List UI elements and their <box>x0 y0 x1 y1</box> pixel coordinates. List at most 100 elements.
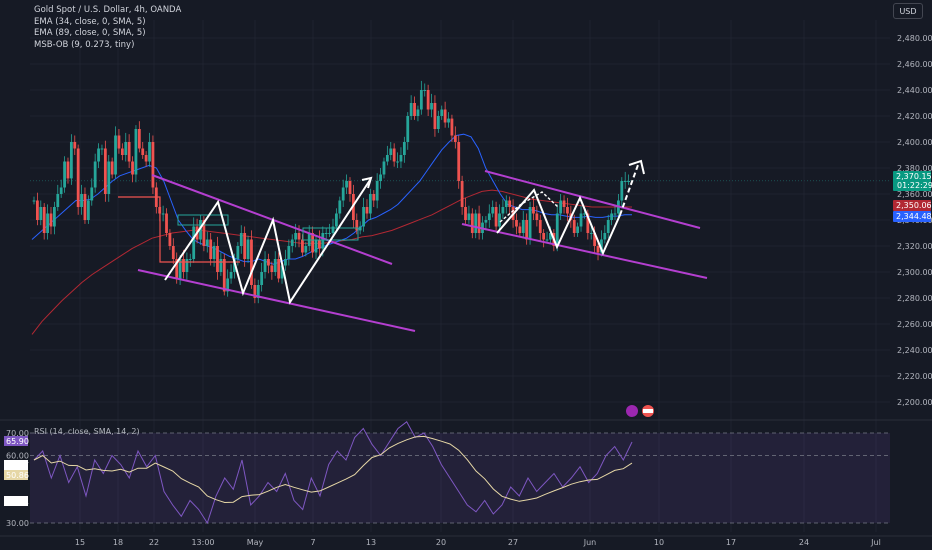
candle-body <box>538 220 542 233</box>
candle-body <box>457 142 461 181</box>
candle-body <box>620 181 624 201</box>
rsi-badge <box>4 436 28 446</box>
candle-body <box>284 259 287 266</box>
time-tick-label: 13 <box>366 538 376 547</box>
candle-body <box>66 161 70 179</box>
candle-body <box>603 233 607 240</box>
time-axis[interactable]: 15 18 22 13:00 May 7 13 20 27 Jun 10 17 24 Jul <box>0 535 932 547</box>
time-tick-label: 10 <box>654 538 664 547</box>
candle-body <box>348 181 352 194</box>
candle-body <box>229 272 233 279</box>
candle-body <box>491 207 495 214</box>
candle-body <box>576 226 580 233</box>
candle-body <box>562 200 566 207</box>
time-tick-label: 18 <box>113 538 123 547</box>
currency-button[interactable]: USD <box>893 3 923 19</box>
candle-body <box>246 239 250 259</box>
candle-body <box>515 220 518 227</box>
candle-body <box>260 272 264 285</box>
candle-body <box>161 213 165 215</box>
price-tick-label: 2,260.000 <box>897 320 932 329</box>
candle-body <box>69 142 73 179</box>
price-badge <box>893 211 931 222</box>
candle-body <box>93 161 97 188</box>
price-tick-label: 2,480.000 <box>897 34 932 43</box>
candle-body <box>236 246 240 259</box>
candle-body <box>477 213 481 233</box>
zigzag-path <box>164 179 371 305</box>
candle-body <box>518 226 522 233</box>
candle-body <box>399 155 403 162</box>
candle-body <box>450 118 454 136</box>
candle-body <box>134 129 138 175</box>
candle-body <box>250 239 253 285</box>
candle-body <box>114 135 117 175</box>
candle-body <box>498 213 501 227</box>
candle-body <box>447 118 450 123</box>
candle-body <box>396 161 399 163</box>
ema34-legend[interactable]: EMA (34, close, 0, SMA, 5) <box>34 16 146 27</box>
bearish-order-block <box>118 196 240 263</box>
candle-body <box>59 187 63 194</box>
candle-body <box>321 233 325 249</box>
candle-body <box>409 103 413 116</box>
chart-legend: Gold Spot / U.S. Dollar, 4h, OANDA EMA (… <box>34 5 181 51</box>
candle-body <box>222 259 226 292</box>
candle-body <box>56 194 60 207</box>
price-badge-label: 2,370.150 <box>896 172 932 181</box>
price-tick-label: 2,320.000 <box>897 242 932 251</box>
ema89-legend[interactable]: EMA (89, close, 0, SMA, 5) <box>34 28 146 38</box>
candle-body <box>273 259 277 272</box>
time-tick-label: Jun <box>583 538 597 547</box>
candle-body <box>328 233 332 234</box>
rsi-legend[interactable]: RSI (14, close, SMA, 14, 2) <box>34 427 140 436</box>
time-tick-label: Jul <box>870 538 881 547</box>
candle-body <box>168 233 172 246</box>
msb-ob-legend[interactable]: MSB-OB (9, 0.273, tiny) <box>34 39 135 50</box>
time-tick-label: 24 <box>799 538 809 547</box>
price-axis[interactable]: 2,480.000 2,460.000 2,440.000 2,420.000 2,40… <box>893 34 932 407</box>
rsi-level-label: 60.00 <box>6 452 29 461</box>
candle-body <box>521 220 525 233</box>
candle-body <box>596 246 600 253</box>
candle-body <box>402 142 406 155</box>
candle-body <box>532 207 535 214</box>
candle-body <box>171 246 175 259</box>
symbol-title[interactable]: Gold Spot / U.S. Dollar, 4h, OANDA <box>34 5 182 15</box>
price-tick-label: 2,400.000 <box>897 138 932 147</box>
candle-body <box>110 161 114 175</box>
candle-body <box>137 129 141 149</box>
candle-body <box>368 194 372 214</box>
price-badge <box>893 171 931 191</box>
candle-body <box>212 246 216 259</box>
candle-body <box>430 103 433 110</box>
event-icon <box>626 405 638 417</box>
time-tick-label: 7 <box>310 538 315 547</box>
candle-body <box>202 220 206 246</box>
candle-body <box>148 142 151 162</box>
rsi-badge <box>4 460 28 470</box>
candle-body <box>542 233 546 240</box>
candle-body <box>287 246 291 259</box>
candle-body <box>280 265 284 279</box>
candle-body <box>443 109 447 123</box>
candle-body <box>467 213 471 220</box>
candle-body <box>334 213 338 227</box>
candle-body <box>460 181 464 207</box>
price-tick-label: 2,380.000 <box>897 164 932 173</box>
candle-body <box>80 194 83 207</box>
candle-body <box>508 200 512 207</box>
candle-body <box>453 135 457 142</box>
rsi-badge <box>4 496 28 506</box>
rsi-badge <box>4 470 28 480</box>
candle-body <box>365 207 369 214</box>
candle-body <box>623 181 627 182</box>
candle-body <box>39 207 43 220</box>
candle-body <box>216 246 219 272</box>
candle-body <box>413 103 416 116</box>
candle-body <box>555 213 559 246</box>
candle-body <box>385 155 389 162</box>
candle-body <box>178 259 182 279</box>
candle-body <box>97 148 100 162</box>
